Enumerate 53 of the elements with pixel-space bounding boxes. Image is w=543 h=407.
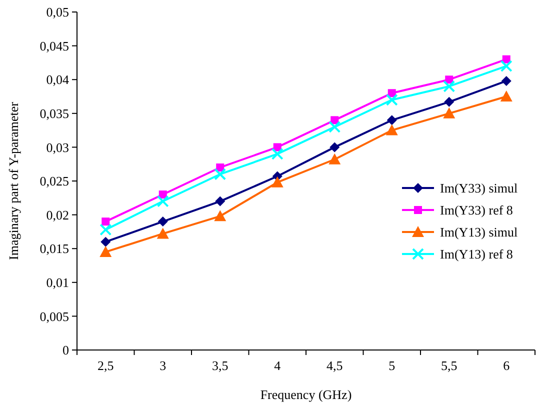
x-axis-title: Frequency (GHz) [260, 387, 352, 402]
point [388, 89, 396, 98]
point [102, 218, 110, 226]
y-axis-title: Imaginary part of Y-parameter [6, 101, 21, 260]
point [158, 216, 168, 227]
point [328, 153, 341, 164]
point [100, 224, 112, 236]
x-tick-label: 3,5 [212, 358, 228, 373]
point [100, 236, 111, 247]
point [386, 115, 397, 126]
y-tick-label: 0,025 [40, 174, 69, 189]
point [386, 94, 398, 106]
legend-label: Im(Y33) ref 8 [440, 202, 513, 218]
y-tick-label: 0,02 [46, 207, 69, 222]
y-tick-label: 0,015 [40, 241, 69, 256]
y-tick-label: 0 [62, 342, 69, 358]
point [500, 60, 512, 72]
x-tick-label: 2,5 [98, 358, 114, 373]
point [444, 96, 454, 107]
point [271, 176, 284, 188]
x-tick-label: 6 [503, 358, 510, 373]
point [330, 142, 340, 152]
point [330, 116, 339, 124]
y-tick-label: 0,035 [40, 106, 69, 121]
point [501, 76, 512, 86]
y-tick-label: 0,03 [46, 140, 69, 155]
legend-label: Im(Y13) simul [440, 224, 518, 240]
x-tick-label: 4,5 [326, 358, 343, 373]
legend-label: Im(Y13) ref 8 [440, 246, 513, 262]
y-tick-label: 0,05 [46, 4, 69, 20]
point [271, 148, 284, 160]
point [214, 210, 226, 222]
y-tick-label: 0,045 [40, 38, 69, 54]
point [273, 143, 282, 152]
y-tick-label: 0,01 [46, 274, 69, 290]
point [328, 120, 341, 133]
point [443, 107, 456, 118]
y-tick-label: 0,005 [40, 308, 69, 324]
point [100, 246, 112, 257]
point [445, 76, 454, 84]
x-tick-label: 5 [388, 358, 396, 373]
legend-label: Im(Y33) simul [440, 180, 518, 196]
y-tick-label: 0,04 [46, 72, 70, 88]
point [386, 124, 398, 136]
point [156, 195, 169, 208]
x-tick-label: 5,5 [441, 358, 458, 373]
x-tick-label: 3 [160, 358, 166, 373]
x-tick-label: 4 [274, 358, 282, 373]
point [214, 168, 226, 180]
point [156, 228, 169, 239]
point [500, 90, 512, 102]
point [443, 80, 456, 92]
point [215, 196, 226, 206]
